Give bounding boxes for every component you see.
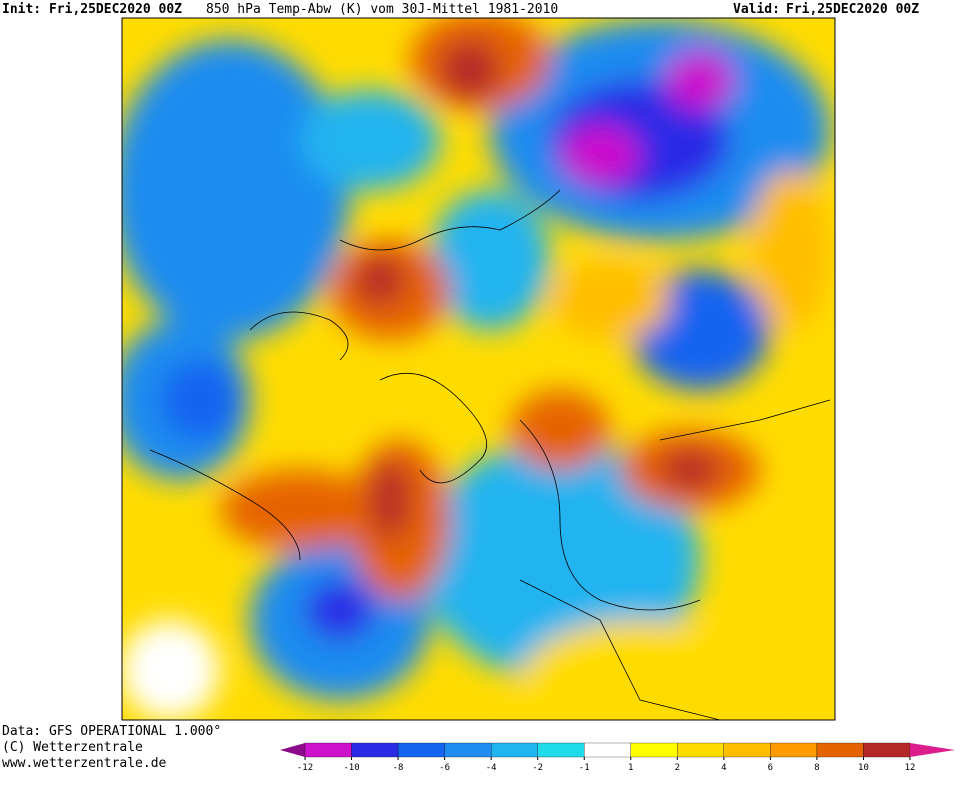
colorbar-tick-label: -1 (579, 763, 590, 773)
colorbar-tick-label: -12 (297, 763, 313, 773)
footer-line: Data: GFS OPERATIONAL 1.000° (2, 724, 221, 739)
colorbar-tick-label: 6 (768, 763, 773, 773)
colorbar-tick-label: -2 (532, 763, 543, 773)
colorbar-end (280, 743, 305, 757)
colorbar-segment (351, 742, 399, 758)
footer-line: www.wetterzentrale.de (2, 756, 167, 771)
colorbar-tick-label: 2 (675, 763, 680, 773)
footer-line: (C) Wetterzentrale (2, 740, 143, 755)
colorbar-tick-label: -6 (439, 763, 450, 773)
colorbar-tick-label: 12 (905, 763, 916, 773)
valid-text: Fri,25DEC2020 00Z (786, 2, 919, 17)
colorbar-segment (304, 742, 352, 758)
colorbar-segment (491, 742, 538, 758)
colorbar-segment (816, 742, 864, 758)
map-frame (121, 17, 836, 721)
colorbar-tick-label: 10 (858, 763, 869, 773)
colorbar-tick-label: 8 (814, 763, 819, 773)
colorbar-end (910, 743, 955, 757)
colorbar-segment (863, 742, 911, 758)
anomaly-field (122, 18, 830, 720)
colorbar-segment (584, 742, 631, 758)
colorbar-tick-label: -4 (486, 763, 497, 773)
colorbar-segment (630, 742, 678, 758)
colorbar-segment (770, 742, 818, 758)
colorbar-tick-label: -8 (393, 763, 404, 773)
init-text: Init: Fri,25DEC2020 00Z (2, 2, 182, 17)
colorbar-tick-label: 1 (628, 763, 633, 773)
valid-label: Valid: (733, 2, 780, 17)
colorbar: -12 -10 -8 -6 -4 -2 -1 1 2 4 6 8 10 12 (280, 742, 955, 773)
colorbar-segment (444, 742, 492, 758)
colorbar-segment (677, 742, 724, 758)
title-text: 850 hPa Temp-Abw (K) vom 30J-Mittel 1981… (206, 2, 558, 17)
colorbar-segment (723, 742, 771, 758)
map (122, 18, 835, 720)
colorbar-tick-label: 4 (721, 763, 726, 773)
coastlines (149, 189, 831, 720)
colorbar-segment (397, 742, 445, 758)
colorbar-segment (537, 742, 585, 758)
colorbar-tick-label: -10 (343, 763, 359, 773)
